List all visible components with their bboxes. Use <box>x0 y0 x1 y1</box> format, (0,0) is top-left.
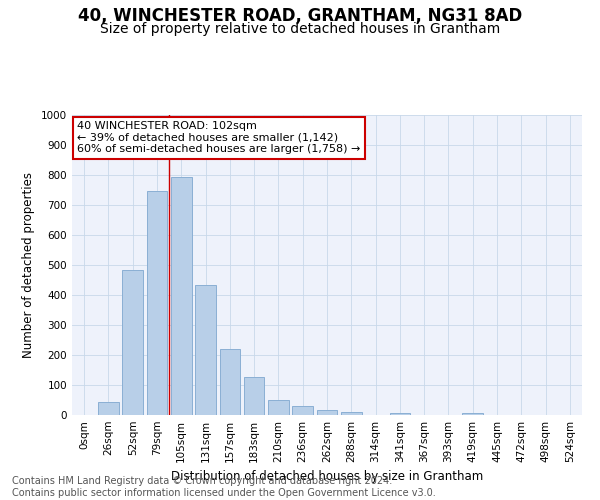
Text: Size of property relative to detached houses in Grantham: Size of property relative to detached ho… <box>100 22 500 36</box>
Bar <box>171 176 191 415</box>
Text: 40, WINCHESTER ROAD, GRANTHAM, NG31 8AD: 40, WINCHESTER ROAD, GRANTHAM, NG31 8AD <box>78 8 522 26</box>
Bar <box>146 190 167 415</box>
Bar <box>292 406 313 415</box>
Bar <box>317 410 337 415</box>
Bar <box>122 270 143 415</box>
Bar <box>244 377 265 415</box>
X-axis label: Distribution of detached houses by size in Grantham: Distribution of detached houses by size … <box>171 470 483 484</box>
Bar <box>98 402 119 415</box>
Bar <box>220 348 240 415</box>
Bar <box>195 286 216 415</box>
Y-axis label: Number of detached properties: Number of detached properties <box>22 172 35 358</box>
Bar <box>389 413 410 415</box>
Bar <box>463 412 483 415</box>
Bar <box>268 400 289 415</box>
Text: 40 WINCHESTER ROAD: 102sqm
← 39% of detached houses are smaller (1,142)
60% of s: 40 WINCHESTER ROAD: 102sqm ← 39% of deta… <box>77 121 361 154</box>
Bar <box>341 412 362 415</box>
Text: Contains HM Land Registry data © Crown copyright and database right 2024.
Contai: Contains HM Land Registry data © Crown c… <box>12 476 436 498</box>
